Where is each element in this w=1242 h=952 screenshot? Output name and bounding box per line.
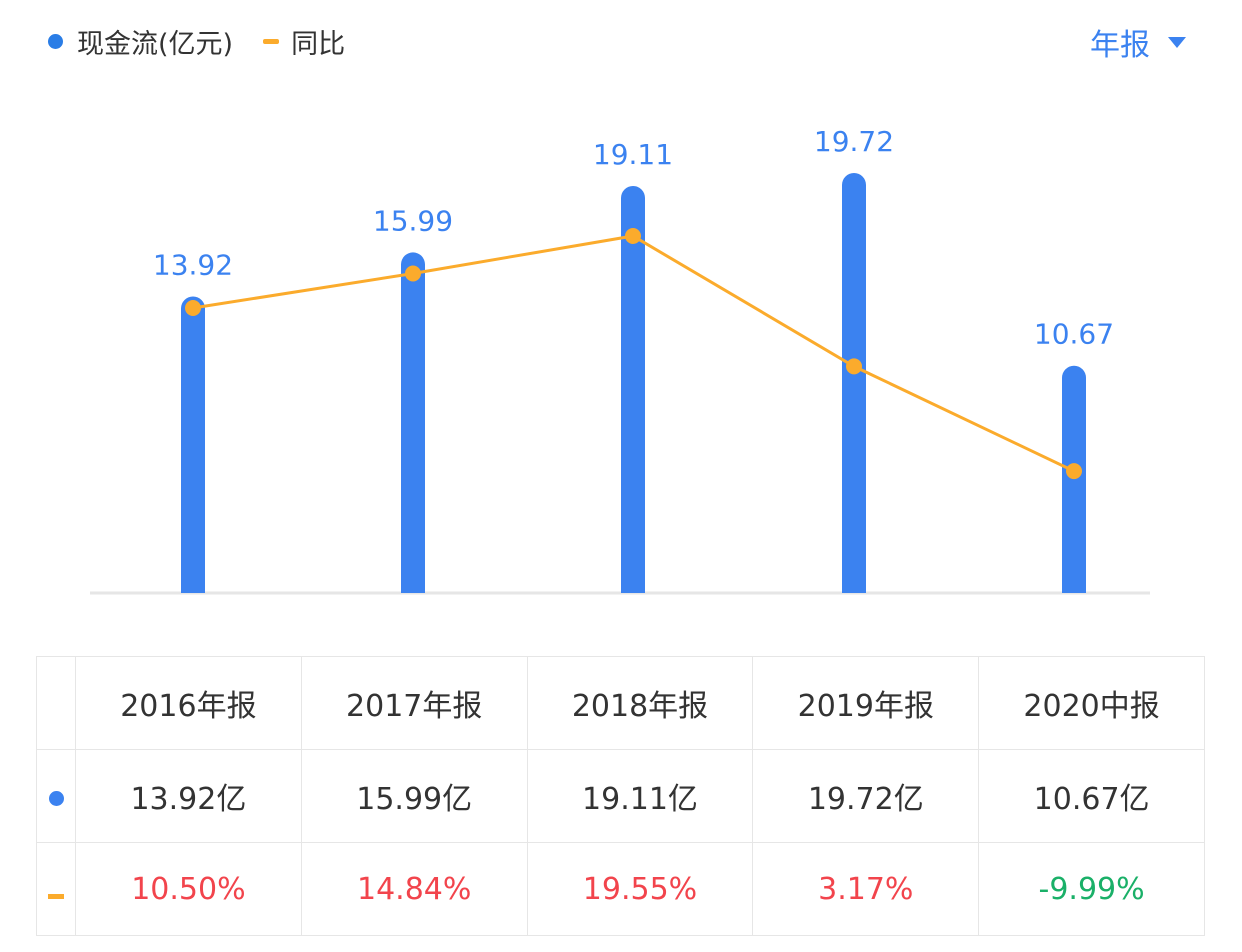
bar-label: 10.67 <box>1034 318 1114 351</box>
yoy-dash-icon <box>48 893 64 899</box>
bar <box>842 172 866 593</box>
cash-cell: 10.67亿 <box>978 749 1205 843</box>
bar-label: 15.99 <box>373 204 453 237</box>
yoy-cell: 10.50% <box>75 842 302 936</box>
yoy-cell: 14.84% <box>300 842 528 936</box>
header-cell: 2017年报 <box>300 656 528 750</box>
cash-cell: 13.92亿 <box>75 749 302 843</box>
yoy-cell: 19.55% <box>526 842 754 936</box>
cash-dot-icon <box>48 790 64 806</box>
caret-down-icon <box>1168 36 1186 48</box>
cash-cell: 19.11亿 <box>526 749 754 843</box>
header-cell: 2019年报 <box>752 656 980 750</box>
yoy-point <box>625 227 641 244</box>
legend-cash: 现金流(亿元) <box>77 29 234 60</box>
legend: 现金流(亿元) 同比 <box>48 22 345 61</box>
period-label: 年报 <box>1090 28 1150 63</box>
bar <box>181 296 205 593</box>
bar <box>1062 365 1086 593</box>
header-cell: 2018年报 <box>526 656 754 750</box>
bar-label: 19.72 <box>814 125 894 158</box>
yoy-cell: 3.17% <box>752 842 980 936</box>
data-table: 2016年报 2017年报 2018年报 2019年报 2020中报 13.92亿 15.… <box>36 656 1205 936</box>
bar <box>401 252 425 593</box>
corner-cell <box>36 656 76 750</box>
period-dropdown[interactable]: 年报 <box>1090 20 1186 64</box>
cash-cell: 19.72亿 <box>752 749 980 843</box>
yoy-point <box>405 265 421 282</box>
bar-label: 19.11 <box>593 138 673 171</box>
cash-cell: 15.99亿 <box>300 749 528 843</box>
yoy-point <box>185 300 201 317</box>
bar-label: 13.92 <box>153 249 233 282</box>
header-cell: 2016年报 <box>75 656 302 750</box>
yoy-cell: -9.99% <box>978 842 1205 936</box>
legend-line-icon <box>263 39 280 44</box>
header-cell: 2020中报 <box>978 656 1205 750</box>
bar <box>621 185 645 593</box>
yoy-point <box>1066 463 1082 480</box>
legend-yoy: 同比 <box>291 29 346 60</box>
chart: 13.92 15.99 19.11 19.72 10.67 <box>90 125 1150 595</box>
legend-dot-icon <box>48 34 63 49</box>
yoy-point <box>846 358 862 375</box>
